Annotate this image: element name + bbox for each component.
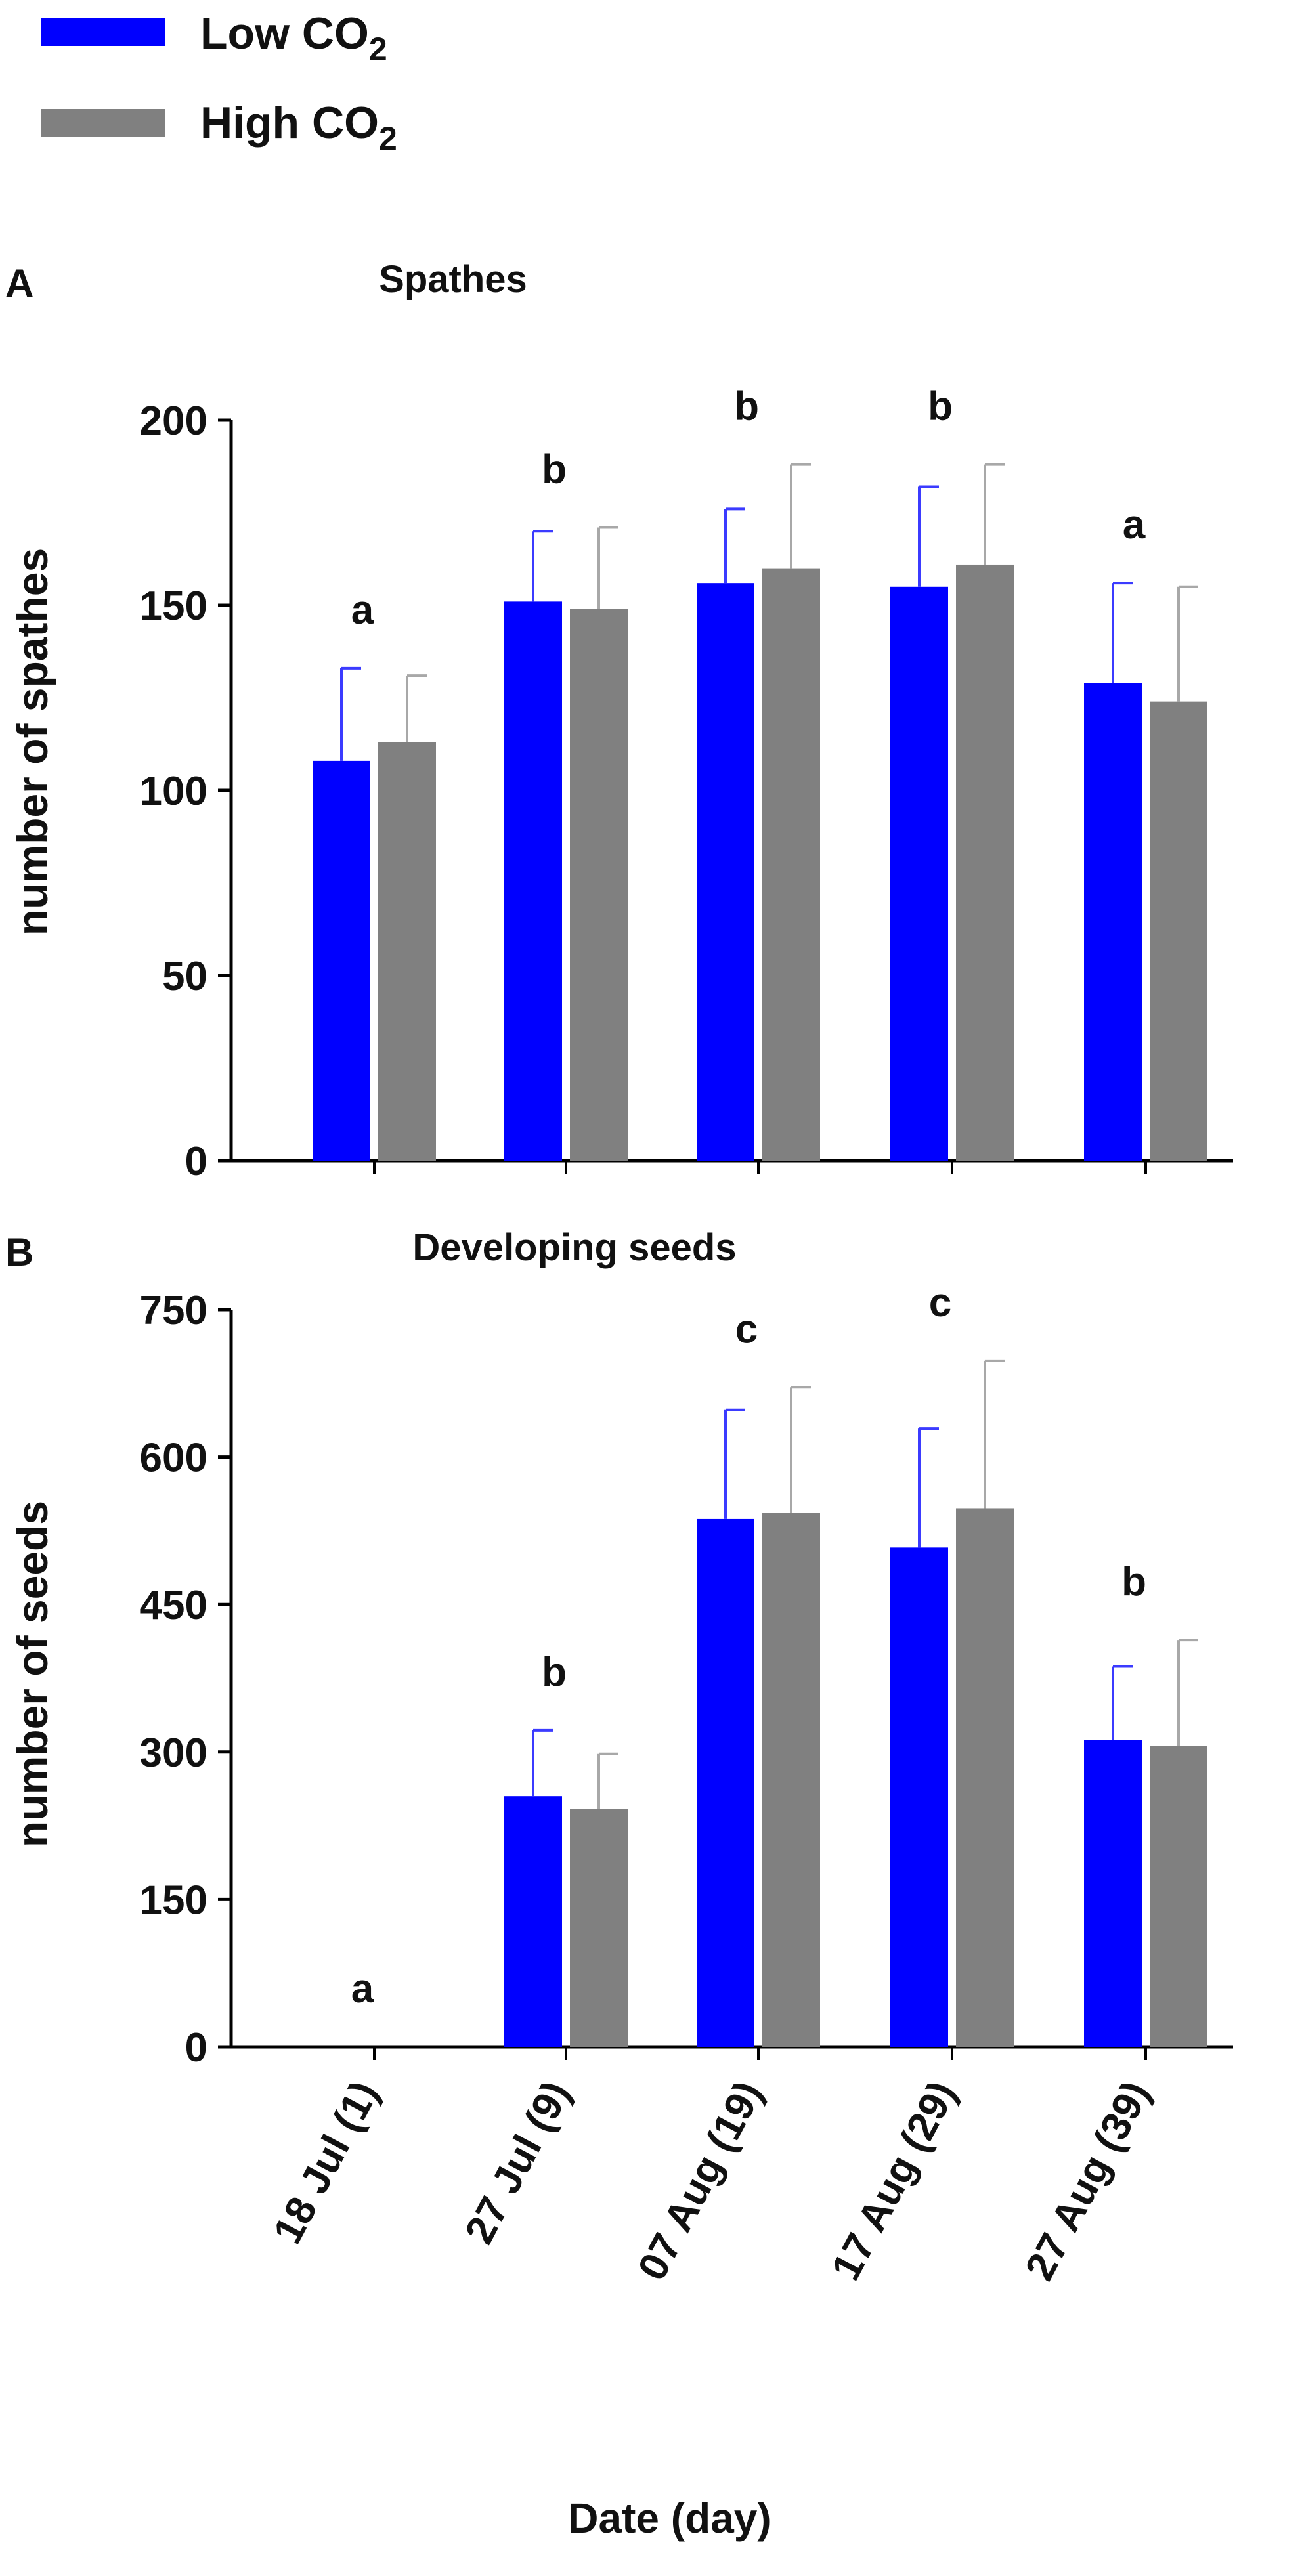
- significance-letter: c: [735, 1306, 758, 1352]
- legend-swatch-high-co2: [41, 109, 165, 137]
- panel-b-bars: [504, 1359, 1207, 2047]
- panel-a-significance-letters: a b b b a: [351, 384, 1146, 633]
- legend-label-low-co2: Low CO2: [200, 9, 387, 68]
- y-tick-label: 150: [140, 1878, 207, 1923]
- y-tick-label: 100: [140, 769, 207, 814]
- legend-label-high-co2: High CO2: [200, 98, 397, 157]
- bar-low-co2-1: [504, 601, 562, 1161]
- panel-a-letter: A: [5, 261, 33, 305]
- bar-high-co2-1: [570, 609, 628, 1161]
- bar-low-co2-0: [313, 760, 370, 1161]
- significance-letter: a: [351, 1966, 374, 2011]
- y-tick-label: 600: [140, 1436, 207, 1481]
- legend-swatch-low-co2: [41, 18, 165, 46]
- bar-low-co2-4: [1084, 683, 1142, 1161]
- bar-high-co2-2: [762, 1513, 820, 2047]
- bar-low-co2-3: [890, 1547, 948, 2047]
- x-axis-title: Date (day): [568, 2495, 771, 2542]
- bar-low-co2-3: [890, 586, 948, 1161]
- legend: Low CO2 High CO2: [41, 9, 397, 157]
- panel-b-y-axis-title: number of seeds: [8, 1501, 56, 1847]
- significance-letter: b: [542, 1650, 567, 1695]
- panel-b-significance-letters: a b c c b: [351, 1280, 1146, 2011]
- panel-b-developing-seeds: B Developing seeds number of seeds 0 150 3…: [5, 1226, 1233, 2071]
- significance-letter: b: [928, 384, 953, 429]
- y-tick-label: 50: [162, 954, 207, 999]
- category-label: 18 Jul (1): [265, 2074, 387, 2251]
- bar-high-co2-1: [570, 1809, 628, 2047]
- panel-a-title: Spathes: [379, 258, 527, 301]
- bar-high-co2-0: [378, 742, 436, 1161]
- category-label: 17 Aug (29): [823, 2074, 966, 2287]
- significance-letter: b: [542, 447, 567, 492]
- bar-low-co2-4: [1084, 1740, 1142, 2047]
- category-label: 27 Aug (39): [1017, 2074, 1160, 2287]
- significance-letter: a: [1123, 502, 1146, 547]
- significance-letter: b: [734, 384, 759, 429]
- y-tick-label: 0: [185, 1139, 207, 1184]
- panel-b-y-ticks: 0 150 300 450 600 750: [140, 1288, 1147, 2071]
- bar-low-co2-1: [504, 1796, 562, 2047]
- panel-a-bars: [313, 463, 1207, 1161]
- y-tick-label: 300: [140, 1730, 207, 1776]
- bar-high-co2-3: [956, 564, 1014, 1161]
- bar-high-co2-2: [762, 568, 820, 1161]
- category-label: 07 Aug (19): [630, 2074, 772, 2287]
- significance-letter: a: [351, 588, 374, 633]
- y-tick-label: 200: [140, 398, 207, 444]
- panel-b-title: Developing seeds: [412, 1226, 736, 1269]
- significance-letter: b: [1121, 1559, 1146, 1604]
- significance-letter: c: [929, 1280, 951, 1325]
- y-tick-label: 750: [140, 1288, 207, 1333]
- y-tick-label: 0: [185, 2025, 207, 2071]
- x-category-labels: 18 Jul (1) 27 Jul (9) 07 Aug (19) 17 Aug (2…: [265, 2074, 1159, 2287]
- panel-a-y-ticks: 0 50 100 150 200: [140, 398, 1147, 1184]
- bar-low-co2-2: [697, 583, 754, 1161]
- panel-a-spathes: A Spathes number of spathes 0 50 100 150 200…: [5, 258, 1233, 1184]
- category-label: 27 Jul (9): [456, 2074, 579, 2251]
- panel-a-y-axis-title: number of spathes: [8, 548, 56, 935]
- bar-high-co2-4: [1150, 1746, 1207, 2047]
- bar-high-co2-3: [956, 1508, 1014, 2047]
- panel-b-letter: B: [5, 1230, 33, 1274]
- y-tick-label: 150: [140, 584, 207, 629]
- y-tick-label: 450: [140, 1583, 207, 1628]
- bar-high-co2-4: [1150, 701, 1207, 1161]
- bar-low-co2-2: [697, 1518, 754, 2047]
